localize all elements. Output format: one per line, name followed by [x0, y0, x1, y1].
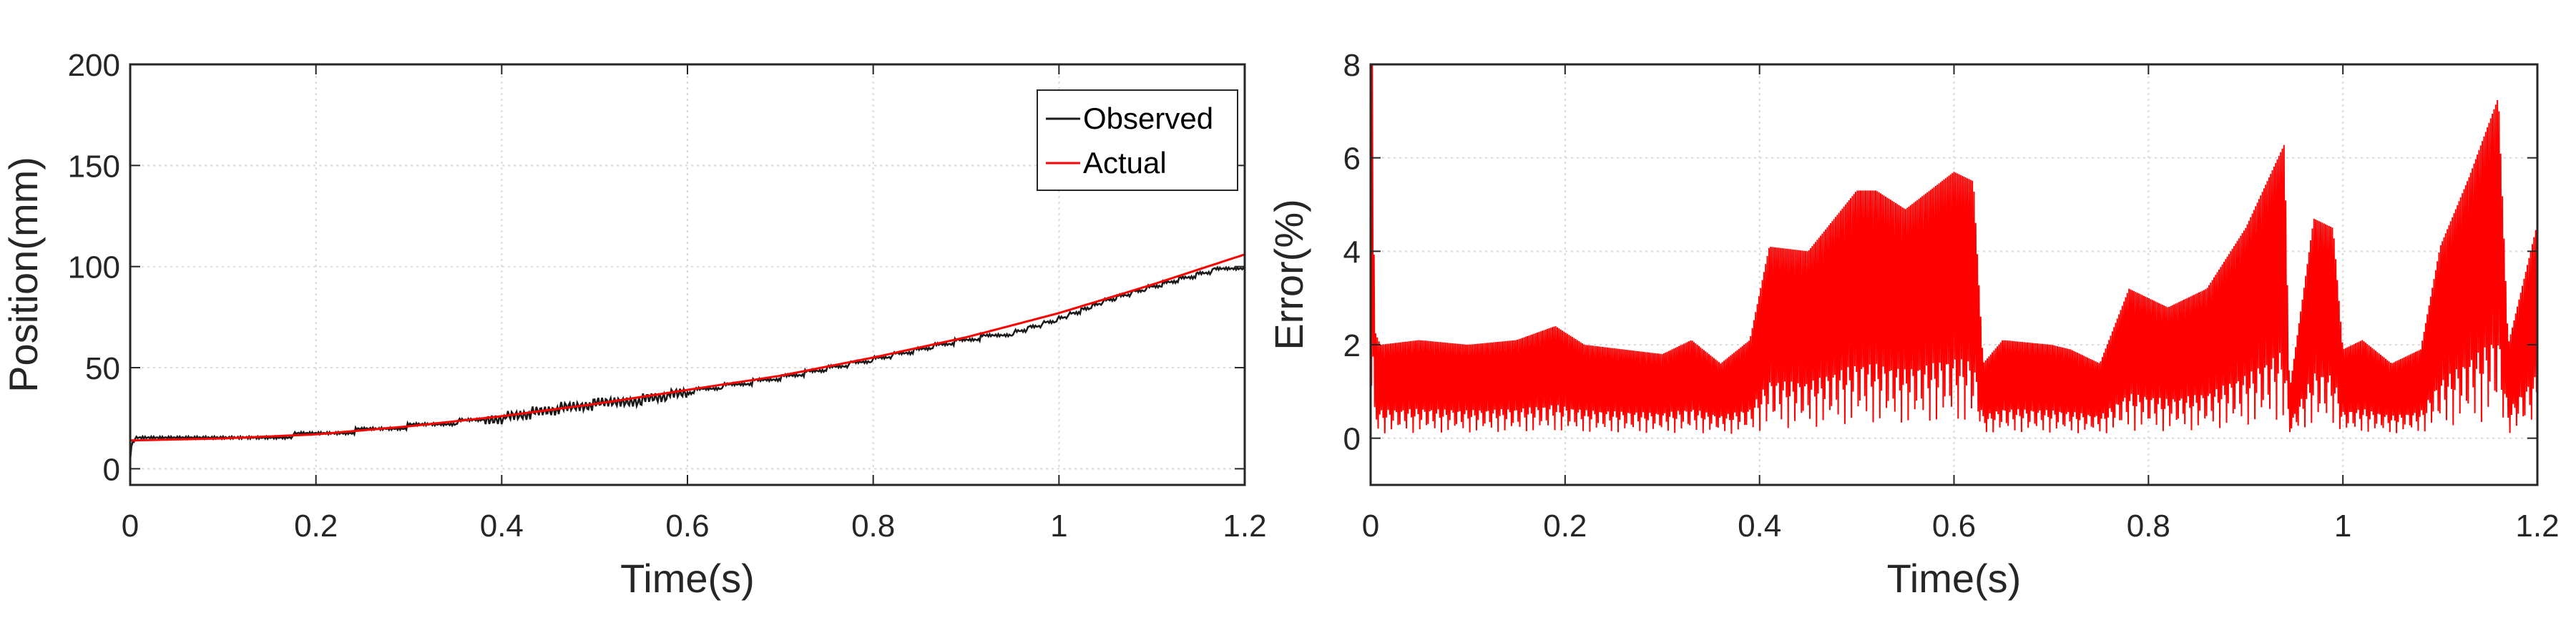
y-tick-label: 50 — [85, 351, 120, 386]
x-tick-label: 0.6 — [1932, 509, 1976, 544]
position-y-axis-label: Position(mm) — [1, 157, 46, 393]
legend-box — [1037, 89, 1238, 191]
x-tick-label: 1.2 — [2515, 509, 2559, 544]
x-tick-label: 0.8 — [2127, 509, 2170, 544]
y-tick-label: 100 — [68, 250, 120, 285]
x-tick-label: 1 — [2334, 509, 2351, 544]
x-tick-label: 1 — [1050, 509, 1067, 544]
error-plot-area — [1370, 64, 2538, 434]
y-tick-label: 2 — [1343, 328, 1361, 363]
error-x-axis-label: Time(s) — [1887, 556, 2022, 601]
legend-label-actual: Actual — [1083, 146, 1167, 180]
y-tick-label: 150 — [68, 149, 120, 184]
x-tick-label: 0.4 — [1738, 509, 1781, 544]
error-ticks: 0 0.2 0.4 0.6 0.8 1 1.2 0 2 4 6 8 — [1343, 48, 2560, 544]
series-line-actual — [129, 253, 1245, 442]
x-tick-label: 0.2 — [1543, 509, 1587, 544]
y-tick-label: 200 — [68, 48, 120, 83]
error-y-axis-label: Error(%) — [1266, 199, 1311, 350]
y-tick-label: 0 — [103, 452, 120, 487]
series-line-error — [1370, 64, 2538, 434]
position-chart: 0 0.2 0.4 0.6 0.8 1 1.2 0 50 100 150 200 Time(s) Po… — [1, 48, 1267, 601]
x-tick-label: 0.2 — [294, 509, 338, 544]
error-chart: 0 0.2 0.4 0.6 0.8 1 1.2 0 2 4 6 8 Time(s) Error(%) — [1266, 48, 2560, 601]
x-tick-label: 0.8 — [851, 509, 895, 544]
y-tick-label: 4 — [1343, 235, 1361, 270]
y-tick-label: 6 — [1343, 142, 1361, 177]
legend-label-observed: Observed — [1083, 102, 1213, 135]
x-tick-label: 0.4 — [480, 509, 524, 544]
legend: Observed Actual — [1037, 89, 1238, 191]
series-line-observed — [129, 265, 1246, 461]
position-x-axis-label: Time(s) — [620, 556, 755, 601]
position-ticks: 0 0.2 0.4 0.6 0.8 1 1.2 0 50 100 150 200 — [68, 48, 1267, 544]
x-tick-label: 0 — [122, 509, 139, 544]
y-tick-label: 0 — [1343, 422, 1361, 457]
x-tick-label: 0.6 — [665, 509, 709, 544]
y-tick-label: 8 — [1343, 48, 1361, 83]
x-tick-label: 1.2 — [1223, 509, 1266, 544]
position-plot-area — [129, 253, 1246, 461]
x-tick-label: 0 — [1362, 509, 1379, 544]
